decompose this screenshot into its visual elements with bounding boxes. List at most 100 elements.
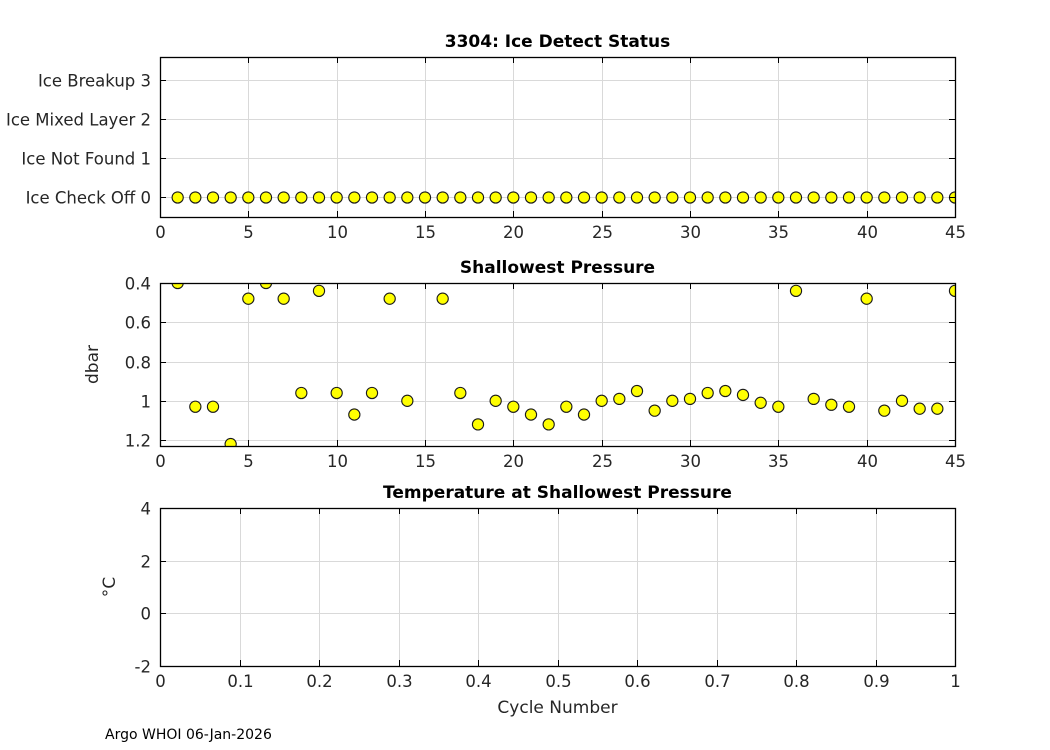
y-axis-label-shallowest-pressure: dbar (83, 345, 103, 384)
data-point (948, 284, 955, 298)
data-point (754, 396, 767, 409)
data-point (560, 191, 573, 204)
data-point (242, 191, 255, 204)
data-points-ice-detect-status (171, 191, 955, 204)
xtick-label: 0.5 (545, 672, 571, 691)
data-point (401, 191, 414, 204)
data-point (348, 408, 361, 421)
xtick-label: 35 (768, 452, 789, 471)
ytick-label: Ice Breakup 3 (38, 72, 151, 91)
data-point (913, 191, 926, 204)
xtick-label: 15 (415, 223, 436, 242)
data-point (189, 191, 202, 204)
data-point (348, 191, 361, 204)
ytick-label: 2 (141, 553, 152, 572)
data-point (542, 191, 555, 204)
data-point (401, 394, 414, 407)
axis-box (159, 282, 957, 448)
xtick-label: 0.8 (783, 672, 809, 691)
data-point (383, 292, 396, 305)
data-point (895, 191, 909, 204)
data-point (471, 418, 485, 431)
xtick-label: 10 (327, 223, 348, 242)
data-point (259, 191, 273, 204)
data-point (436, 191, 449, 204)
data-point (789, 191, 803, 204)
panel-shallowest-pressure: Shallowest Pressure 0.4 0.6 0.8 1 1.20 5 10 15 20… (83, 258, 966, 471)
data-point (736, 388, 750, 402)
data-point (825, 398, 838, 411)
data-point (423, 283, 427, 284)
ytick-label: 0.6 (125, 314, 151, 333)
data-point (683, 191, 697, 204)
data-point (383, 191, 396, 204)
xtick-label: 25 (592, 452, 613, 471)
data-point (683, 392, 697, 406)
data-point (312, 191, 326, 204)
data-point (330, 386, 343, 400)
data-point (171, 191, 184, 204)
xtick-label: 40 (857, 452, 878, 471)
data-point (772, 191, 785, 204)
data-point (736, 191, 750, 204)
data-point (436, 292, 449, 305)
data-point (613, 191, 626, 204)
data-point (701, 191, 714, 204)
data-point (242, 292, 255, 305)
data-point (931, 191, 944, 204)
ytick-label: 4 (141, 500, 152, 519)
data-point (913, 402, 926, 415)
data-point (507, 400, 520, 413)
y-axis-label-temperature-at-shallowest-pressure: °C (100, 577, 120, 597)
xtick-label: 40 (857, 223, 878, 242)
xtick-label: 0.2 (306, 672, 332, 691)
ytick-label: 0 (141, 605, 152, 624)
data-point (206, 191, 220, 204)
data-point (595, 394, 608, 407)
data-point (754, 191, 767, 204)
data-point (330, 191, 343, 204)
data-point (224, 191, 237, 204)
data-point (648, 404, 661, 417)
data-point (701, 386, 714, 400)
data-point (295, 386, 308, 400)
x-axis-label-temperature-at-shallowest-pressure: Cycle Number (497, 698, 617, 718)
data-point (789, 284, 803, 298)
data-point (489, 191, 502, 204)
xtick-label: 25 (592, 223, 613, 242)
xtick-label: 0.9 (863, 672, 889, 691)
xtick-label: 45 (945, 223, 966, 242)
xtick-label: 30 (680, 452, 701, 471)
xtick-label: 0.3 (386, 672, 412, 691)
data-point (630, 384, 644, 398)
xtick-label: 0 (155, 452, 166, 471)
data-point (489, 394, 502, 407)
ytick-label: 1 (141, 393, 152, 412)
data-point (277, 191, 290, 204)
data-point (630, 191, 644, 204)
xtick-label: 0 (155, 672, 166, 691)
data-point (507, 191, 520, 204)
data-point (719, 384, 732, 398)
axis-box (159, 56, 957, 219)
data-point (524, 408, 538, 421)
xtick-label: 10 (327, 452, 348, 471)
xtick-label: 0.6 (624, 672, 650, 691)
data-point (418, 191, 432, 204)
xtick-label: 45 (945, 452, 966, 471)
data-point (860, 191, 873, 204)
ytick-label: -2 (135, 658, 151, 677)
panel-ice-detect-status: 3304: Ice Detect Status Ice Check Off 0 Ic… (6, 32, 966, 242)
ytick-label: Ice Not Found 1 (21, 150, 151, 169)
data-point (613, 392, 626, 406)
ytick-label: 0.4 (125, 275, 151, 294)
xtick-label: 0.7 (704, 672, 730, 691)
ytick-label: 0.8 (125, 354, 151, 373)
data-point (595, 191, 608, 204)
data-point (365, 386, 379, 400)
data-point (365, 191, 379, 204)
xtick-label: 0 (155, 223, 166, 242)
data-point (277, 292, 290, 305)
